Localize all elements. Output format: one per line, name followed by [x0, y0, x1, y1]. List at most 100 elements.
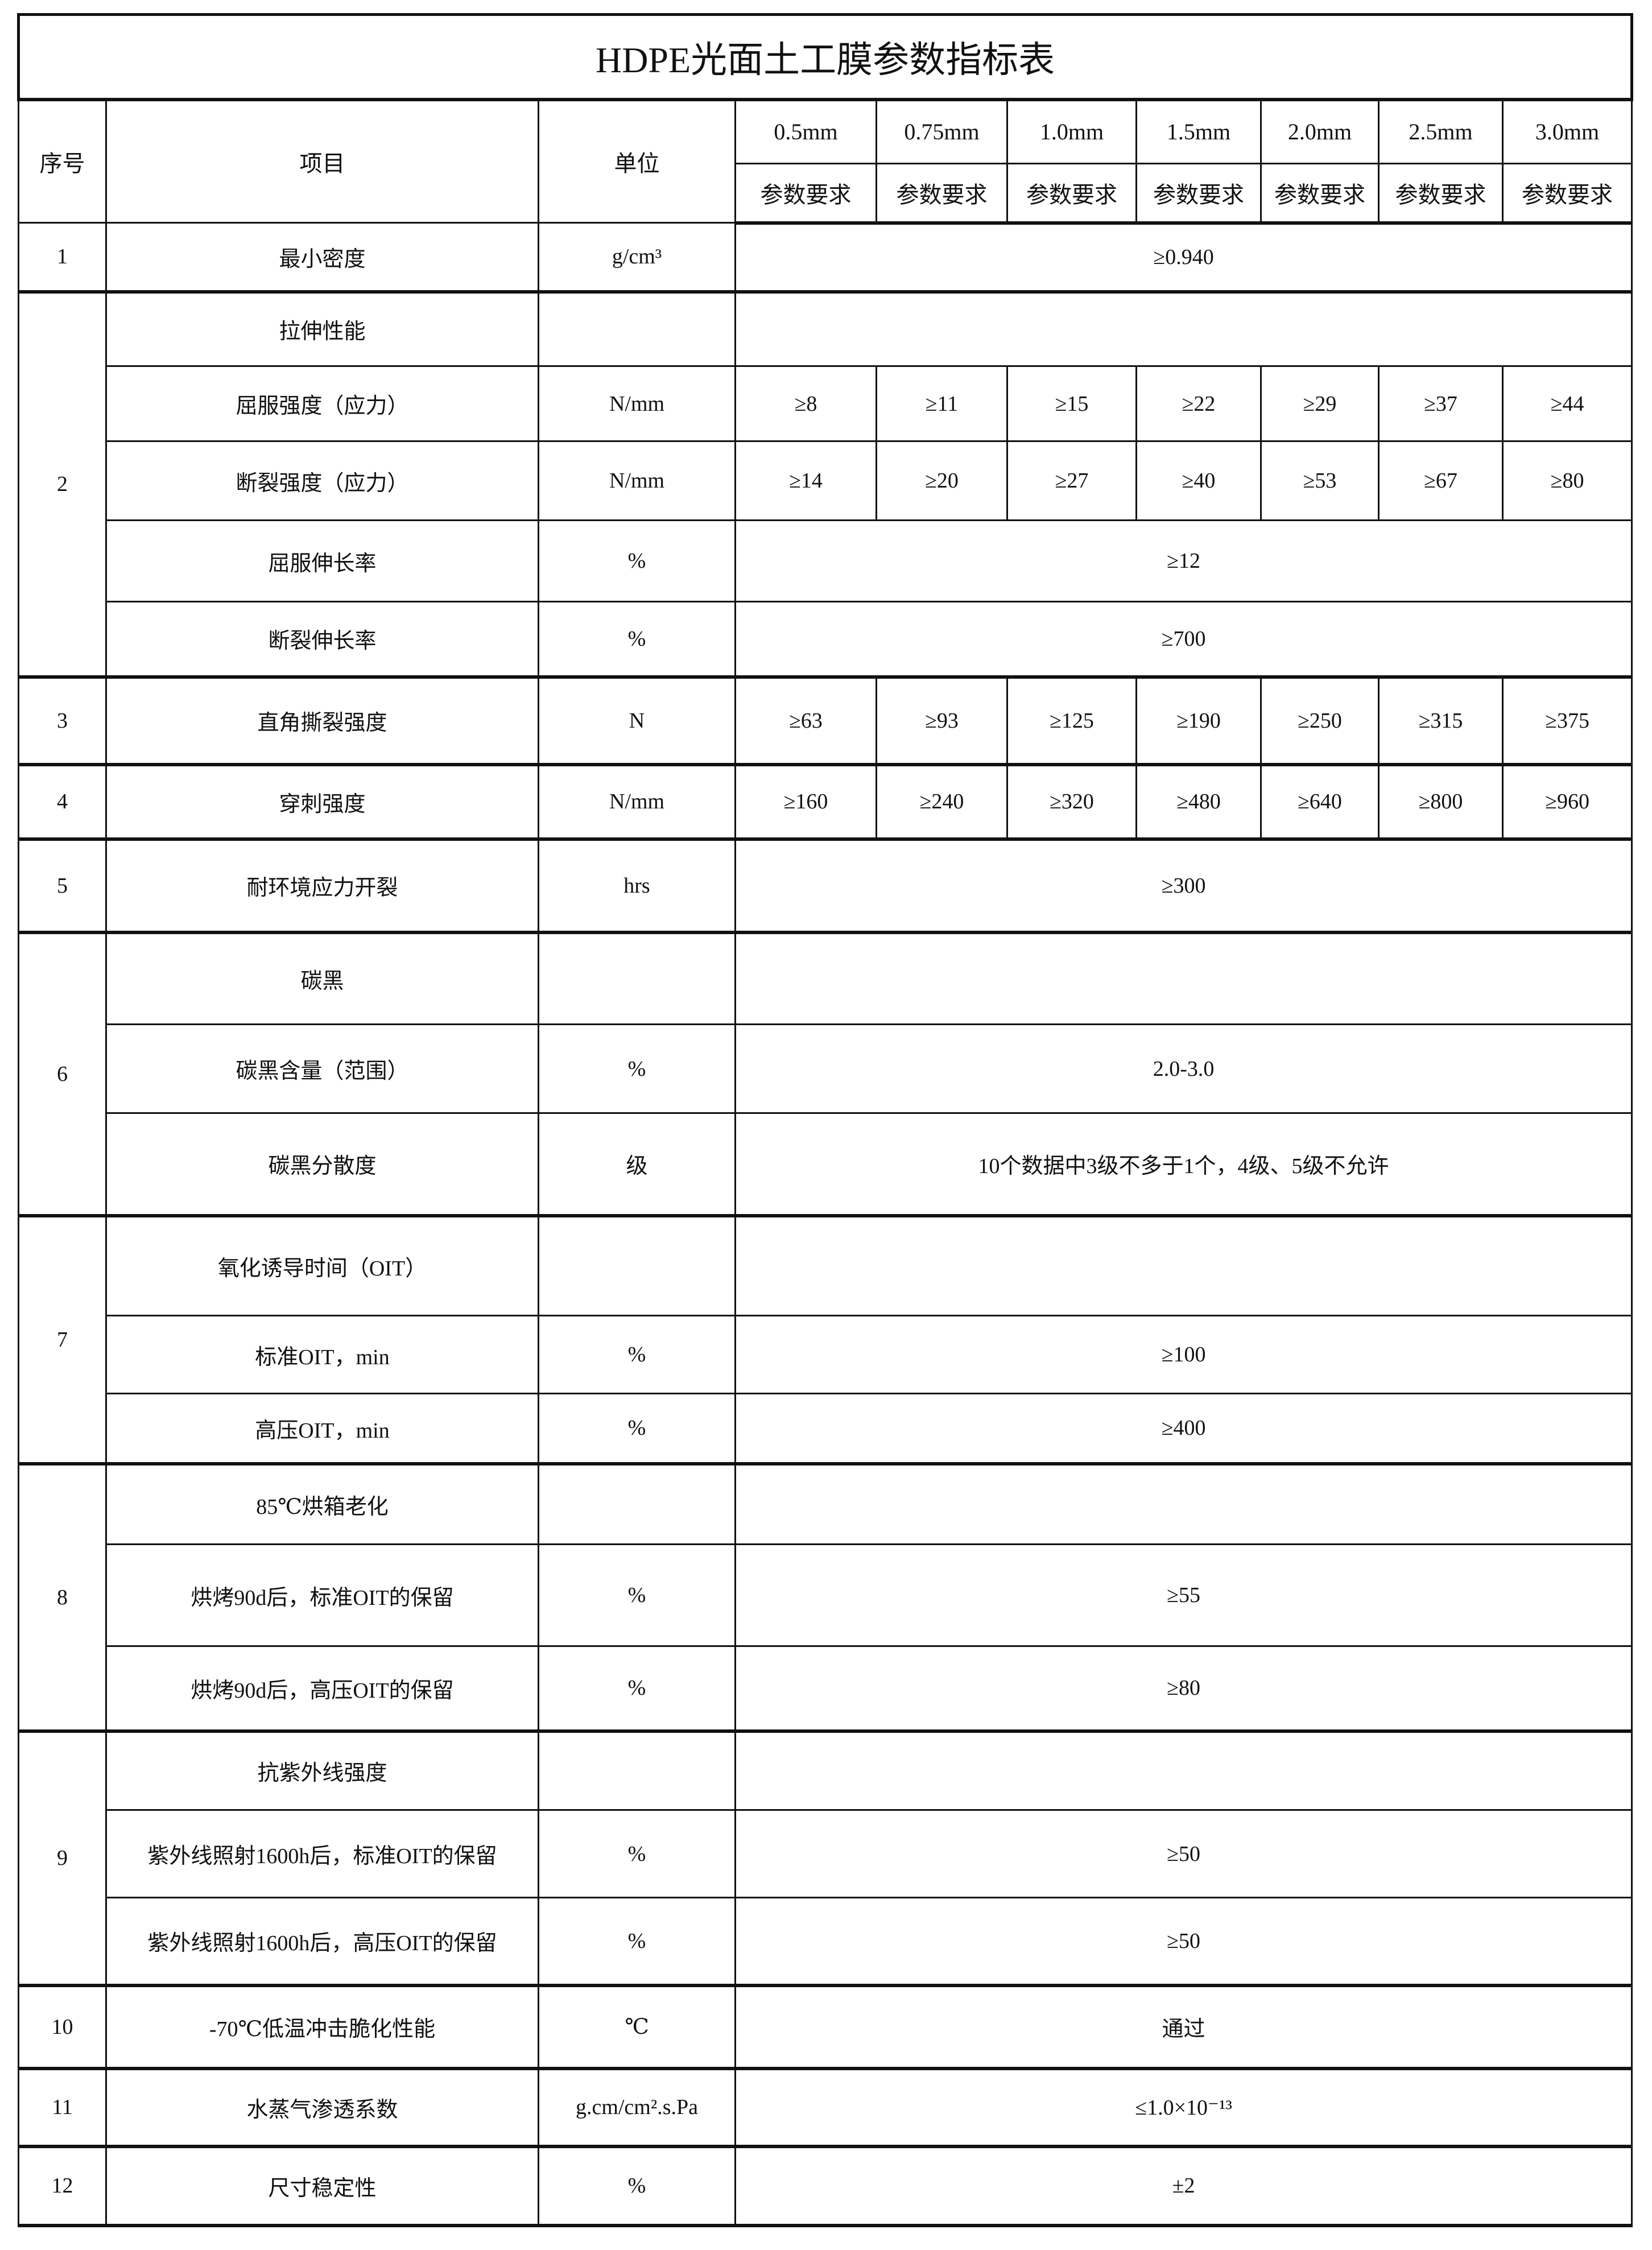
- row-number: 2: [18, 291, 107, 679]
- table-row: 断裂伸长率% ≥700: [19, 601, 1633, 679]
- requirement-value: ≥160: [734, 763, 877, 841]
- unit: %: [538, 1315, 736, 1394]
- unit: %: [538, 1543, 736, 1647]
- header-thickness: 0.5mm: [734, 98, 877, 164]
- header-thickness: 2.5mm: [1378, 98, 1504, 164]
- requirement-value: ≥40: [1135, 440, 1262, 521]
- item-name: 断裂伸长率: [105, 601, 539, 679]
- requirement-value: ≥55: [734, 1543, 1633, 1647]
- requirement-value: 10个数据中3级不多于1个，4级、5级不允许: [734, 1112, 1633, 1217]
- requirement-value: [734, 291, 1633, 367]
- unit: %: [538, 1897, 736, 1987]
- item-name: 最小密度: [105, 222, 539, 294]
- requirement-value: ≥0.940: [734, 222, 1633, 294]
- table-row: 11 水蒸气渗透系数 g.cm/cm².s.Pa ≤1.0×10⁻¹³: [18, 2067, 1633, 2148]
- requirement-value: ≥320: [1006, 763, 1137, 841]
- item-name: 水蒸气渗透系数: [105, 2067, 539, 2148]
- item-name: 碳黑分散度: [105, 1112, 539, 1217]
- parameter-table: HDPE光面土工膜参数指标表 序号 项目 单位 0.5mm 0.75mm 1.0mm…: [16, 13, 1634, 2227]
- requirement-value: ≥480: [1135, 763, 1262, 841]
- header-thickness: 1.0mm: [1006, 98, 1137, 164]
- unit: [538, 291, 736, 367]
- row-number: 7: [18, 1215, 107, 1465]
- table-row: 紫外线照射1600h后，标准OIT的保留% ≥50: [19, 1809, 1633, 1898]
- item-name: 屈服伸长率: [105, 519, 539, 602]
- table-row: 8 85℃烘箱老化: [18, 1463, 1633, 1733]
- table-row: 3 直角撕裂强度 N ≥63 ≥93 ≥125 ≥190 ≥250 ≥315 ≥375: [18, 676, 1633, 766]
- row-number: 12: [18, 2145, 107, 2227]
- requirement-value: ±2: [734, 2145, 1633, 2227]
- row-number: 10: [18, 1984, 107, 2070]
- unit: %: [538, 1393, 736, 1465]
- requirement-value: ≥37: [1378, 365, 1504, 442]
- table-row: 10 -70℃低温冲击脆化性能 ℃ 通过: [18, 1984, 1633, 2070]
- requirement-value: ≥14: [734, 440, 877, 521]
- requirement-value: ≥12: [734, 519, 1633, 602]
- requirement-value: ≥27: [1006, 440, 1137, 521]
- requirement-value: ≥375: [1501, 676, 1633, 766]
- requirement-value: ≥67: [1378, 440, 1504, 521]
- unit: N/mm: [538, 365, 736, 442]
- table-title: HDPE光面土工膜参数指标表: [16, 13, 1634, 101]
- table-row: 1 最小密度 g/cm³ ≥0.940: [18, 222, 1633, 294]
- item-name: 85℃烘箱老化: [105, 1463, 539, 1545]
- requirement-value: [734, 1463, 1633, 1545]
- requirement-value: ≥960: [1501, 763, 1633, 841]
- row-number: 8: [18, 1463, 107, 1733]
- item-name: 尺寸稳定性: [105, 2145, 539, 2227]
- requirement-value: ≥20: [875, 440, 1008, 521]
- header-thickness: 1.5mm: [1135, 98, 1262, 164]
- table-row: 屈服伸长率% ≥12: [19, 519, 1633, 602]
- item-name: 紫外线照射1600h后，高压OIT的保留: [105, 1897, 539, 1987]
- requirement-value: ≥8: [734, 365, 877, 442]
- unit: ℃: [538, 1984, 736, 2070]
- unit: [538, 1463, 736, 1545]
- requirement-value: ≥190: [1135, 676, 1262, 766]
- header-thickness: 2.0mm: [1260, 98, 1380, 164]
- unit: [538, 1730, 736, 1811]
- item-name: 紫外线照射1600h后，标准OIT的保留: [105, 1809, 539, 1898]
- header-requirement: 参数要求: [734, 163, 877, 225]
- item-name: 抗紫外线强度: [105, 1730, 539, 1811]
- requirement-value: ≥63: [734, 676, 877, 766]
- item-name: 高压OIT，min: [105, 1393, 539, 1465]
- unit: %: [538, 601, 736, 679]
- table-row: 烘烤90d后，标准OIT的保留% ≥55: [19, 1543, 1633, 1647]
- unit: g.cm/cm².s.Pa: [538, 2067, 736, 2148]
- item-name: -70℃低温冲击脆化性能: [105, 1984, 539, 2070]
- header-item: 项目: [105, 98, 539, 224]
- unit: %: [538, 1023, 736, 1114]
- table-row: 紫外线照射1600h后，高压OIT的保留% ≥50: [19, 1897, 1633, 1987]
- item-name: 碳黑: [105, 931, 539, 1025]
- row-number: 3: [18, 676, 107, 766]
- requirement-value: ≥250: [1260, 676, 1380, 766]
- table-row: 碳黑分散度级 10个数据中3级不多于1个，4级、5级不允许: [19, 1112, 1633, 1217]
- header-thickness: 3.0mm: [1501, 98, 1633, 164]
- requirement-value: ≥22: [1135, 365, 1262, 442]
- table-row: 9 抗紫外线强度: [18, 1730, 1633, 1987]
- requirement-value: ≥93: [875, 676, 1008, 766]
- table-row: 6 碳黑: [18, 931, 1633, 1217]
- table-row: 5 耐环境应力开裂 hrs ≥300: [18, 838, 1633, 934]
- header-requirement: 参数要求: [1378, 163, 1504, 225]
- row-number: 6: [18, 931, 107, 1217]
- table-row: 碳黑含量（范围）% 2.0-3.0: [19, 1023, 1633, 1114]
- item-name: 穿刺强度: [105, 763, 539, 841]
- requirement-value: ≥50: [734, 1897, 1633, 1987]
- unit: 级: [538, 1112, 736, 1217]
- requirement-value: ≥315: [1378, 676, 1504, 766]
- unit: %: [538, 2145, 736, 2227]
- unit: g/cm³: [538, 222, 736, 294]
- requirement-value: [734, 931, 1633, 1025]
- unit: %: [538, 519, 736, 602]
- requirement-value: ≥80: [734, 1645, 1633, 1733]
- requirement-value: ≥44: [1501, 365, 1633, 442]
- requirement-value: ≥640: [1260, 763, 1380, 841]
- item-name: 烘烤90d后，高压OIT的保留: [105, 1645, 539, 1733]
- unit: hrs: [538, 838, 736, 934]
- item-name: 耐环境应力开裂: [105, 838, 539, 934]
- table-row: 7 氧化诱导时间（OIT）: [18, 1215, 1633, 1465]
- row-number: 9: [18, 1730, 107, 1987]
- requirement-value: ≥240: [875, 763, 1008, 841]
- table-row: 断裂强度（应力） N/mm ≥14 ≥20 ≥27 ≥40 ≥53 ≥67 ≥80: [19, 440, 1633, 521]
